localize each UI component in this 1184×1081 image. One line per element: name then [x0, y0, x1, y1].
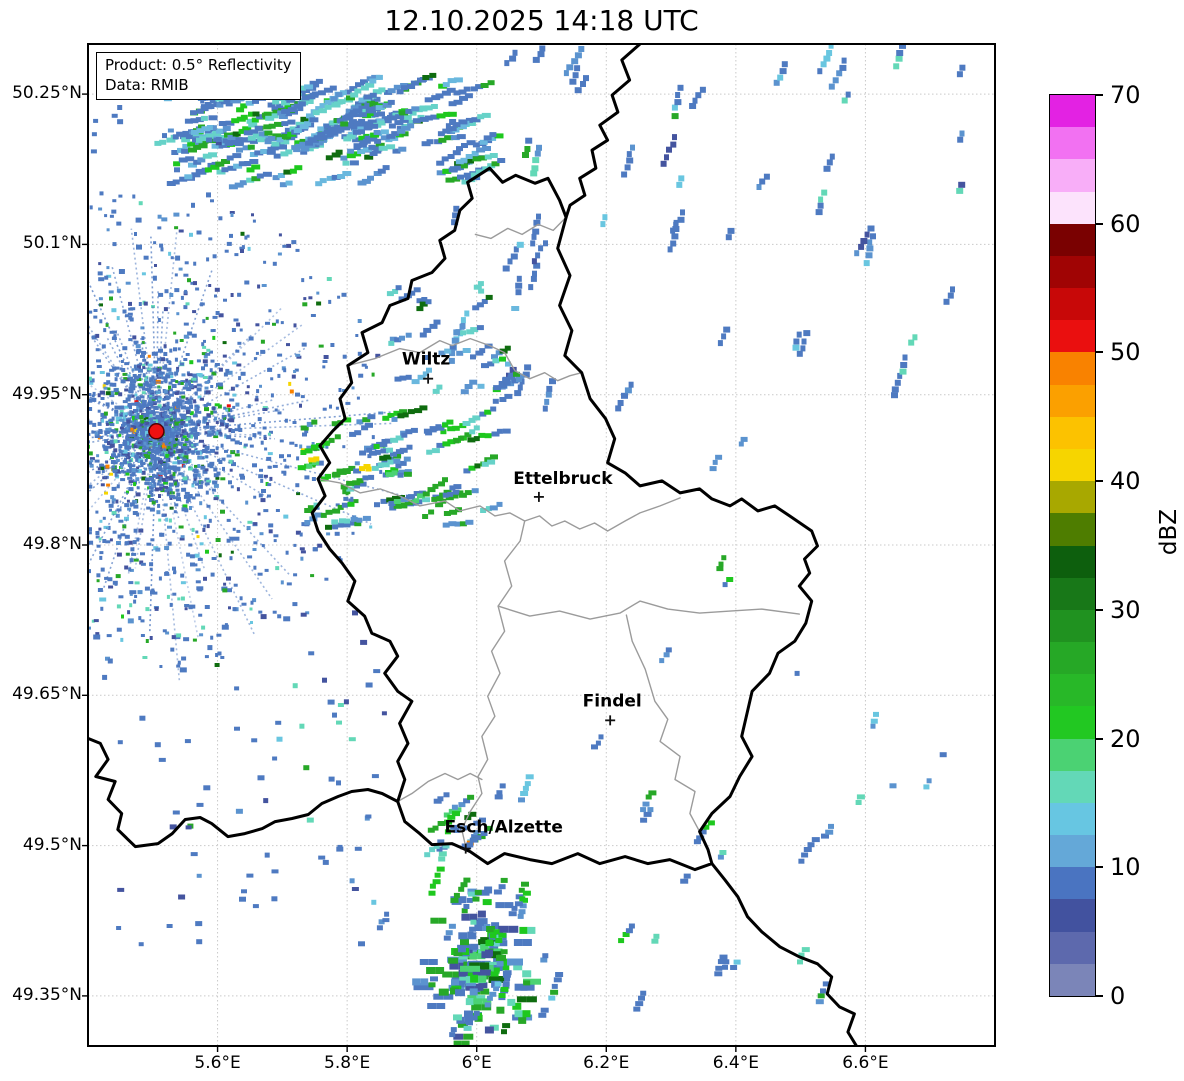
city-label: Esch/Alzette	[445, 818, 563, 838]
x-tick-label: 6.2°E	[583, 1053, 630, 1073]
city: Ettelbruck	[513, 469, 613, 502]
colorbar-segment	[1050, 737, 1095, 771]
colorbar-segment	[1050, 931, 1095, 964]
country-border-fr_be	[88, 736, 400, 849]
data-source-line: Data: RMIB	[105, 75, 189, 94]
colorbar-segment	[1050, 898, 1095, 932]
colorbar-tick-label: 10	[1110, 853, 1141, 882]
x-tick-label: 6.4°E	[712, 1053, 759, 1073]
colorbar-segment	[1050, 287, 1095, 321]
axis-ticks-layer	[82, 93, 867, 1052]
colorbar-tick-label: 30	[1110, 595, 1141, 624]
country-borders-layer	[88, 44, 859, 1046]
y-tick-label: 49.8°N	[22, 534, 82, 554]
canton-border	[461, 520, 526, 848]
colorbar-segment	[1050, 190, 1095, 224]
colorbar-segment	[1050, 158, 1095, 192]
colorbar-segment	[1050, 705, 1095, 739]
colorbar-tick	[1095, 94, 1103, 96]
colorbar-segment	[1050, 255, 1095, 289]
canton-border	[317, 478, 681, 532]
city: Findel	[583, 691, 642, 726]
radar-site-marker	[148, 423, 165, 440]
colorbar: 0 10 20 30 40 50 60 70 dBZ	[1049, 81, 1182, 1010]
colorbar-segment	[1050, 802, 1095, 836]
colorbar-segment	[1050, 384, 1095, 417]
product-info-box: Product: 0.5° Reflectivity Data: RMIB	[96, 52, 301, 100]
radar-map: Wiltz Ettelbruck Findel Esch/Alzette	[82, 43, 996, 1052]
canton-border	[625, 614, 701, 833]
city: Esch/Alzette	[445, 818, 563, 854]
colorbar-tick-label: 20	[1110, 724, 1141, 753]
canton-border	[397, 772, 483, 803]
colorbar-segment	[1050, 577, 1095, 610]
colorbar-tick-label: 50	[1110, 338, 1141, 367]
colorbar-segment	[1050, 866, 1095, 900]
plot-frame	[87, 43, 996, 1047]
colorbar-segment	[1050, 448, 1095, 482]
country-border-moselle	[710, 862, 859, 1046]
x-tick-label: 5.6°E	[194, 1053, 241, 1073]
colorbar-segment	[1050, 319, 1095, 353]
colorbar-segment	[1050, 609, 1095, 643]
colorbar-tick	[1095, 480, 1103, 483]
colorbar-tick	[1095, 222, 1103, 225]
colorbar-tick	[1095, 866, 1103, 869]
city-label: Wiltz	[402, 350, 451, 370]
colorbar-tick-label: 0	[1110, 982, 1126, 1010]
radar-site-layer	[148, 423, 165, 440]
radar-echoes-layer	[88, 44, 966, 1046]
canton-border	[497, 600, 800, 620]
colorbar-segment	[1050, 416, 1095, 449]
colorbar-segment	[1050, 351, 1095, 385]
y-tick-label: 49.5°N	[22, 834, 82, 855]
colorbar-segment	[1050, 126, 1095, 160]
canton-border	[347, 337, 583, 382]
y-tick-label: 49.95°N	[12, 383, 82, 404]
canton-borders-layer	[317, 216, 800, 848]
y-tick-label: 49.35°N	[12, 984, 82, 1005]
colorbar-segment	[1050, 963, 1095, 996]
city-label: Ettelbruck	[513, 469, 613, 489]
figure-title: 12.10.2025 14:18 UTC	[384, 4, 699, 37]
colorbar-segment	[1050, 512, 1095, 546]
colorbar-tick	[1095, 608, 1103, 611]
colorbar-segment	[1050, 480, 1095, 514]
country-border-luxembourg	[310, 166, 819, 872]
colorbar-tick-label: 40	[1110, 467, 1141, 496]
colorbar-segment	[1050, 641, 1095, 675]
gridlines-layer	[88, 44, 995, 1046]
x-tick-label: 6°E	[461, 1053, 492, 1073]
colorbar-tick-label: 60	[1110, 209, 1141, 238]
colorbar-tick	[1095, 995, 1103, 997]
colorbar-tick	[1095, 737, 1103, 740]
colorbar-segment	[1050, 834, 1095, 868]
colorbar-frame	[1049, 94, 1096, 997]
city-label: Findel	[583, 691, 642, 711]
y-tick-label: 50.25°N	[12, 83, 82, 104]
x-tick-label: 6.6°E	[842, 1053, 889, 1073]
city-labels-layer: Wiltz Ettelbruck Findel Esch/Alzette	[402, 350, 642, 854]
product-line: Product: 0.5° Reflectivity	[105, 56, 292, 74]
x-tick-label: 5.8°E	[324, 1053, 371, 1073]
country-border-be_de	[564, 44, 642, 219]
colorbar-tick	[1095, 351, 1103, 354]
colorbar-segment	[1050, 544, 1095, 578]
colorbar-segment	[1050, 673, 1095, 707]
colorbar-segment	[1050, 94, 1095, 128]
y-tick-label: 49.65°N	[12, 684, 82, 705]
city: Wiltz	[402, 350, 451, 384]
colorbar-axis-label: dBZ	[1156, 508, 1182, 556]
colorbar-segment	[1050, 223, 1095, 256]
colorbar-tick-label: 70	[1110, 81, 1141, 109]
y-tick-label: 50.1°N	[22, 233, 82, 254]
colorbar-segment	[1050, 770, 1095, 803]
canton-border	[474, 216, 567, 240]
